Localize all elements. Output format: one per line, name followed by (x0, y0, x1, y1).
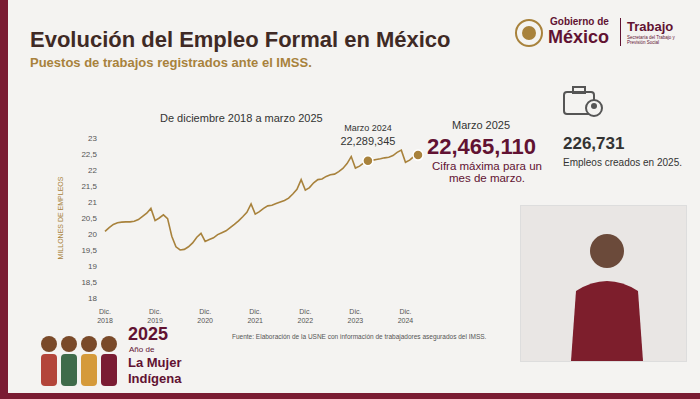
svg-text:Dic.2023: Dic.2023 (348, 308, 364, 324)
svg-text:22: 22 (88, 166, 97, 175)
svg-text:Dic.2018: Dic.2018 (97, 308, 113, 324)
html-text:La Mujer: La Mujer (128, 355, 182, 370)
html-text:Gobierno de: Gobierno de (550, 16, 609, 27)
html-text:Evolución del Empleo Formal en: Evolución del Empleo Formal en México (30, 27, 451, 52)
html-text:Cifra máxima para un mes de ma: Cifra máxima para un mes de marzo. (432, 160, 542, 184)
svg-text:23: 23 (88, 134, 97, 143)
svg-text:MILLONES DE EMPLEOS: MILLONES DE EMPLEOS (57, 176, 64, 259)
html-text:22,465,110: 22,465,110 (427, 134, 536, 159)
svg-text:22,289,345: 22,289,345 (340, 135, 395, 147)
html-text:Indígena: Indígena (128, 371, 182, 386)
html-text:Secretaría del Trabajo y Previ: Secretaría del Trabajo y Previsión Socia… (627, 35, 675, 45)
html-text:Empleos creados en 2025.: Empleos creados en 2025. (563, 157, 682, 168)
html-text:226,731: 226,731 (563, 134, 625, 153)
svg-text:Dic.2019: Dic.2019 (147, 308, 163, 324)
html-text:Año de: Año de (129, 345, 155, 354)
svg-text:18,5: 18,5 (81, 278, 97, 287)
svg-text:Dic.2022: Dic.2022 (298, 308, 314, 324)
svg-text:20,5: 20,5 (81, 214, 97, 223)
html-text:Trabajo: Trabajo (627, 19, 674, 34)
html-text:Fuente: Elaboración de la USNE: Fuente: Elaboración de la USNE con infor… (232, 333, 487, 340)
html-text:2025: 2025 (128, 324, 168, 344)
svg-text:18: 18 (88, 294, 97, 303)
svg-text:22,5: 22,5 (81, 150, 97, 159)
svg-text:19,5: 19,5 (81, 246, 97, 255)
html-text:Marzo 2025: Marzo 2025 (452, 119, 511, 131)
svg-text:20: 20 (88, 230, 97, 239)
html-text:Puestos de trabajos registrado: Puestos de trabajos registrados ante el … (30, 55, 312, 70)
html-text:México: México (548, 27, 609, 47)
svg-text:Dic.2021: Dic.2021 (247, 308, 263, 324)
svg-text:Dic.2024: Dic.2024 (398, 308, 414, 324)
svg-text:21,5: 21,5 (81, 182, 97, 191)
svg-text:19: 19 (88, 262, 97, 271)
svg-text:21: 21 (88, 198, 97, 207)
svg-text:Dic.2020: Dic.2020 (197, 308, 213, 324)
html-text:De diciembre 2018 a marzo 2025: De diciembre 2018 a marzo 2025 (160, 112, 323, 124)
svg-text:Marzo 2024: Marzo 2024 (344, 123, 392, 133)
